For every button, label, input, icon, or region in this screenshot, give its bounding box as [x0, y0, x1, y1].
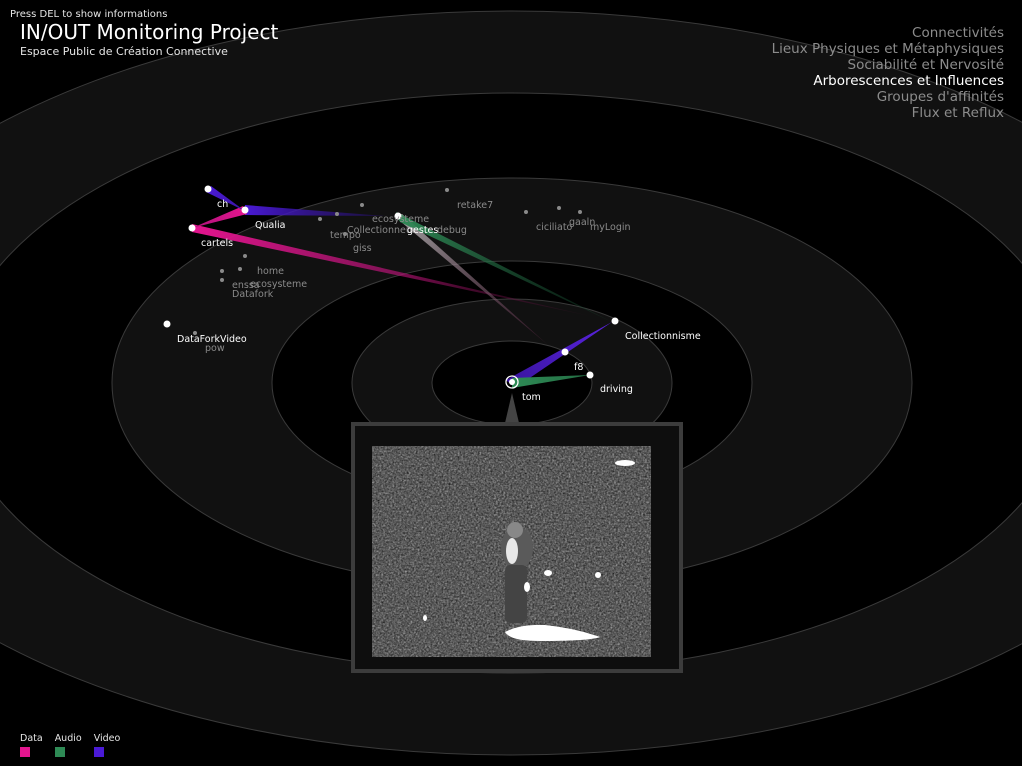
video-panel[interactable] [351, 422, 683, 673]
secondary-node [335, 212, 339, 216]
menu-item-flux[interactable]: Flux et Reflux [911, 105, 1004, 121]
label-driving: driving [600, 384, 633, 395]
beam-audio-gestes [396, 212, 612, 322]
label-ch: ch [217, 199, 228, 210]
beam-video-ch [206, 186, 245, 211]
beam-audio-driving [512, 375, 590, 388]
label-ecosysteme: ecosysteme [372, 214, 429, 225]
label-datafork: Datafork [232, 289, 274, 300]
label-f8: f8 [574, 362, 583, 373]
secondary-node [220, 269, 224, 273]
label-gaaln: gaaln [569, 217, 595, 228]
secondary-nodes [193, 188, 582, 335]
legend-swatch-data [20, 747, 30, 757]
page-subtitle: Espace Public de Création Connective [20, 45, 228, 58]
node-driving[interactable] [586, 371, 594, 379]
label-cartels: cartels [201, 238, 233, 249]
label-gestes: gestes [407, 225, 438, 236]
legend-item-video: Video [93, 733, 121, 757]
video-pointer [505, 393, 519, 423]
secondary-node [238, 267, 242, 271]
legend-label: Audio [54, 733, 82, 744]
secondary-node [318, 217, 322, 221]
legend-swatch-audio [54, 747, 65, 757]
node-cartels[interactable] [188, 224, 196, 232]
label-mylogin: myLogin [590, 222, 631, 233]
label-pow: pow [205, 343, 225, 354]
keyboard-hint: Press DEL to show informations [10, 9, 168, 20]
secondary-node [557, 206, 561, 210]
connection-beams [192, 186, 612, 388]
label-giss: giss [353, 243, 372, 254]
label-debug: debug [437, 225, 467, 236]
secondary-node [445, 188, 449, 192]
node-dataforkvideo[interactable] [163, 320, 171, 328]
secondary-node [524, 210, 528, 214]
video-figure [501, 522, 552, 623]
secondary-node [243, 254, 247, 258]
secondary-node [193, 331, 197, 335]
beam-video-f8 [506, 322, 612, 388]
menu-item-connectivites[interactable]: Connectivités [912, 25, 1004, 41]
node-ch[interactable] [204, 185, 212, 193]
legend-item-audio: Audio [54, 733, 82, 757]
center-node[interactable] [505, 375, 519, 389]
label-ecosysteme-2: ecosysteme [250, 279, 307, 290]
label-dataforkvideo: DataForkVideo [177, 334, 247, 345]
node-gestes[interactable] [394, 212, 402, 220]
secondary-node [578, 210, 582, 214]
label-tempo: tempo [330, 230, 361, 241]
menu-item-groupes[interactable]: Groupes d'affinités [876, 89, 1004, 105]
beam-data-cartels [192, 224, 590, 316]
beam-video-qualia [245, 205, 385, 216]
secondary-node [343, 232, 347, 236]
label-home: home [257, 266, 284, 277]
primary-nodes [163, 185, 619, 379]
node-collectionnisme[interactable] [611, 317, 619, 325]
node-f8[interactable] [561, 348, 569, 356]
legend-swatch-video [93, 747, 104, 757]
label-collectionnisme: Collectionnisme [625, 331, 701, 342]
secondary-node [220, 278, 224, 282]
secondary-node [360, 203, 364, 207]
legend: Data Audio Video [20, 733, 120, 757]
video-highlight-ground [505, 624, 600, 641]
legend-item-data: Data [20, 733, 43, 757]
legend-label: Video [93, 733, 121, 744]
node-labels: ch Qualia cartels Collectionnisme f8 dri… [177, 199, 701, 403]
menu-item-lieux[interactable]: Lieux Physiques et Métaphysiques [771, 41, 1004, 57]
label-enssa: enssa [232, 280, 260, 291]
label-tom: tom [522, 392, 541, 403]
menu-item-sociabilite[interactable]: Sociabilité et Nervosité [847, 57, 1004, 73]
node-qualia[interactable] [241, 206, 249, 214]
page-title: IN/OUT Monitoring Project [20, 20, 279, 44]
beam-data-qualia [192, 206, 247, 228]
menu-item-arborescences[interactable]: Arborescences et Influences [813, 73, 1004, 89]
legend-label: Data [20, 733, 43, 744]
beam-grey-gestes [394, 214, 548, 345]
label-qualia: Qualia [255, 220, 285, 231]
view-menu: Connectivités Lieux Physiques et Métaphy… [772, 25, 1004, 121]
label-retake7: retake7 [457, 200, 493, 211]
label-collectionneur: Collectionneur [347, 225, 416, 236]
label-ciciliato: ciciliato [536, 222, 573, 233]
